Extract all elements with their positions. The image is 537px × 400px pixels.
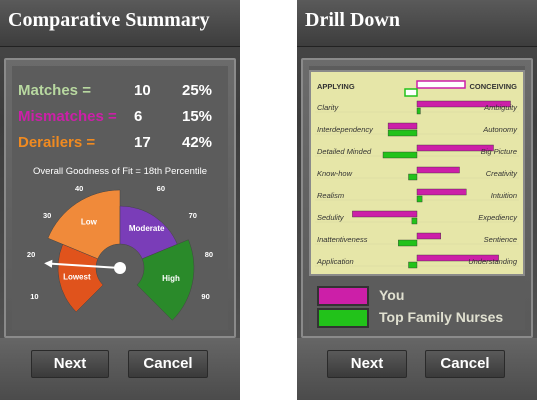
legend-label-family: Top Family Nurses: [379, 309, 504, 325]
trait-label-left: Inattentiveness: [317, 235, 368, 244]
trait-label-right: Autonomy: [483, 125, 517, 134]
bar-you: [416, 100, 511, 108]
gauge-zone-label: High: [162, 274, 180, 283]
bar-you: [416, 232, 441, 240]
gauge-needle: [46, 262, 121, 269]
stat-percent: 42%: [182, 134, 213, 151]
legend-label-you: You: [379, 287, 405, 303]
trait-label-left: Application: [317, 257, 354, 266]
trait-label-right: Intuition: [490, 191, 517, 200]
trait-label-left: Clarity: [317, 103, 339, 112]
cancel-button[interactable]: Cancel: [425, 350, 505, 378]
page-title: Drill Down: [305, 9, 400, 31]
bar-you: [416, 144, 494, 152]
applying-header: APPLYING: [317, 82, 355, 91]
trait-label-right: Understanding: [468, 257, 517, 266]
stat-label: Matches =: [18, 82, 91, 99]
bar-family: [411, 217, 418, 225]
trait-label-left: Know-how: [317, 169, 353, 178]
summary-panel: [4, 58, 236, 338]
comparative-summary-screen: Comparative Summary Matches = 10 25% Mis…: [0, 0, 240, 400]
next-button[interactable]: Next: [31, 350, 109, 378]
trait-label-left: Detailed Minded: [317, 147, 372, 156]
trait-label-right: Sentience: [483, 235, 517, 244]
goodness-of-fit-gauge: LowestLowModerateHigh0102030405060708090…: [27, 186, 213, 321]
gauge-zone-low: [47, 189, 121, 260]
bar-you: [352, 210, 418, 218]
bar-family: [416, 107, 421, 115]
title-bar: Drill Down: [297, 0, 537, 47]
conceiving-header: CONCEIVING: [469, 82, 517, 91]
bar-family: [382, 151, 418, 159]
bar-family: [408, 173, 418, 181]
trait-label-right: Creativity: [485, 169, 517, 178]
bar-you: [416, 254, 499, 262]
gauge-needle-head: [44, 259, 53, 268]
gauge-tick-label: 10: [30, 292, 38, 301]
header-legend-family: [404, 88, 418, 97]
gauge-zone-label: Lowest: [63, 273, 91, 282]
trait-label-right: Expediency: [478, 213, 517, 222]
stat-label: Derailers =: [18, 134, 96, 151]
button-bar: Next Cancel: [297, 338, 537, 400]
trait-label-left: Realism: [317, 191, 345, 200]
bar-family: [387, 129, 418, 137]
trait-comparison-chart: APPLYING CONCEIVING Clarity Ambiguity Inte…: [309, 70, 525, 276]
trait-bars: [315, 80, 519, 269]
trait-label-right: Ambiguity: [484, 103, 517, 112]
gauge-zone-moderate: [119, 205, 178, 260]
button-bar: Next Cancel: [0, 338, 240, 400]
goodness-of-fit-text: Overall Goodness of Fit = 18th Percentil…: [33, 166, 207, 177]
gauge-needle-hub: [114, 262, 126, 274]
legend-swatch-family: [317, 308, 369, 328]
gauge-tick-label: 30: [43, 211, 51, 220]
stat-label: Mismatches =: [18, 108, 117, 125]
header-legend-you: [416, 80, 466, 89]
page-title: Comparative Summary: [8, 9, 210, 31]
gauge-zone-label: Low: [81, 217, 98, 226]
gauge-zone-lowest: [57, 243, 104, 313]
trait-label-right: Big Picture: [480, 147, 517, 156]
bar-you: [416, 166, 460, 174]
cancel-button[interactable]: Cancel: [128, 350, 208, 378]
drill-down-screen: Drill Down APPLYING CONCEIVING Clarity Am…: [297, 0, 537, 400]
gauge-tick-label: 20: [27, 250, 35, 259]
gauge-tick-label: 60: [157, 186, 165, 193]
gauge-zone-high: [136, 239, 195, 321]
bar-you: [416, 188, 467, 196]
next-button[interactable]: Next: [327, 350, 407, 378]
gauge-tick-label: 90: [201, 292, 209, 301]
gauge-zone-label: Moderate: [129, 224, 165, 233]
stat-percent: 15%: [182, 108, 213, 125]
trait-label-left: Interdependency: [317, 125, 373, 134]
gauge-tick-label: 70: [189, 211, 197, 220]
gauge-tick-label: 80: [205, 250, 213, 259]
title-bar: Comparative Summary: [0, 0, 240, 47]
legend-swatch-you: [317, 286, 369, 306]
trait-label-left: Sedulity: [317, 213, 344, 222]
gauge-tick-label: 40: [75, 186, 83, 193]
stat-count: 17: [134, 134, 151, 151]
bar-family: [398, 239, 418, 247]
bar-family: [416, 195, 423, 203]
bar-you: [387, 122, 418, 130]
stat-count: 10: [134, 82, 151, 99]
stat-percent: 25%: [182, 82, 213, 99]
stat-count: 6: [134, 108, 143, 125]
bar-family: [408, 261, 418, 269]
